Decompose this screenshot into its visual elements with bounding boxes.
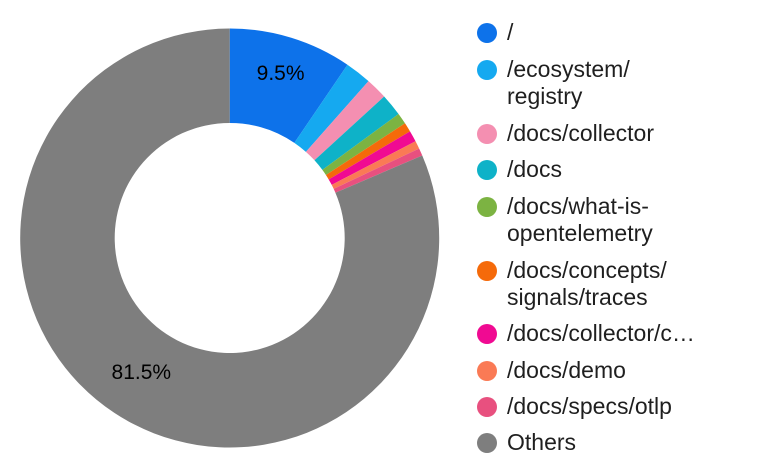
svg-text:/docs: /docs (507, 156, 562, 182)
svg-text:/ecosystem/: /ecosystem/ (507, 56, 630, 82)
svg-text:/docs/demo: /docs/demo (507, 357, 626, 383)
svg-text:/docs/concepts/: /docs/concepts/ (507, 257, 667, 283)
svg-text:/: / (507, 19, 514, 45)
svg-text:/docs/specs/otlp: /docs/specs/otlp (507, 393, 672, 419)
svg-text:opentelemetry: opentelemetry (507, 220, 653, 246)
svg-text:/docs/collector/c…: /docs/collector/c… (507, 320, 695, 346)
svg-text:signals/traces: signals/traces (507, 284, 648, 310)
svg-text:81.5%: 81.5% (112, 361, 172, 384)
svg-text:9.5%: 9.5% (257, 62, 305, 85)
svg-text:Others: Others (507, 429, 576, 455)
svg-text:/docs/collector: /docs/collector (507, 120, 654, 146)
svg-text:/docs/what-is-: /docs/what-is- (507, 193, 649, 219)
svg-text:registry: registry (507, 83, 583, 109)
